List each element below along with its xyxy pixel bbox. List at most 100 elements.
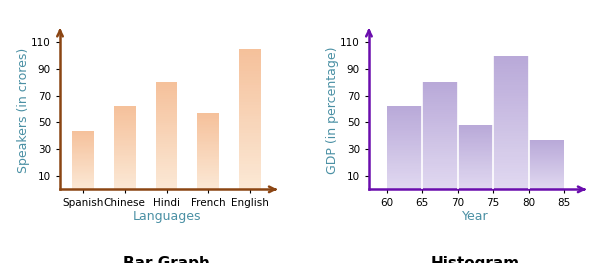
Bar	[386, 113, 422, 115]
Bar	[197, 122, 219, 124]
Bar	[386, 108, 422, 110]
Bar	[529, 140, 564, 141]
Bar	[493, 187, 529, 189]
Bar	[458, 184, 493, 185]
Bar	[422, 146, 458, 149]
Bar	[239, 91, 261, 94]
Bar	[493, 141, 529, 144]
Bar	[114, 120, 136, 121]
Bar	[239, 72, 261, 74]
Bar	[493, 141, 529, 144]
Bar	[493, 130, 529, 133]
Bar	[458, 129, 493, 130]
Bar	[458, 152, 493, 153]
Bar	[239, 111, 261, 114]
Bar	[529, 154, 564, 155]
Bar	[386, 138, 422, 140]
Bar	[386, 108, 422, 110]
Bar	[493, 130, 529, 133]
Bar	[386, 183, 422, 184]
Bar	[239, 63, 261, 66]
Bar	[529, 180, 564, 181]
Bar	[422, 95, 458, 97]
Bar	[155, 187, 178, 189]
Bar	[458, 143, 493, 144]
Bar	[458, 157, 493, 159]
Bar	[493, 149, 529, 152]
Bar	[422, 153, 458, 155]
Bar	[386, 179, 422, 181]
Bar	[493, 163, 529, 165]
Bar	[386, 168, 422, 169]
Bar	[114, 186, 136, 188]
Bar	[458, 137, 493, 138]
Bar	[529, 140, 564, 141]
Bar	[114, 131, 136, 133]
Bar	[386, 146, 422, 148]
Bar	[386, 179, 422, 181]
Bar	[422, 168, 458, 170]
Bar	[72, 164, 94, 165]
Bar	[386, 148, 422, 150]
Bar	[422, 166, 458, 168]
Bar	[422, 140, 458, 142]
Bar	[458, 134, 493, 135]
Bar	[386, 136, 422, 138]
Bar	[458, 183, 493, 184]
Bar	[422, 114, 458, 117]
Bar	[114, 188, 136, 189]
Bar	[386, 155, 422, 156]
Bar	[422, 108, 458, 110]
Bar	[197, 115, 219, 116]
Bar	[114, 174, 136, 176]
Bar	[386, 113, 422, 115]
Bar	[458, 135, 493, 137]
Bar	[386, 169, 422, 171]
Bar	[458, 166, 493, 168]
Bar	[458, 187, 493, 188]
Bar	[529, 181, 564, 183]
Bar	[197, 121, 219, 122]
Bar	[114, 113, 136, 115]
Bar	[458, 129, 493, 130]
Bar	[386, 164, 422, 166]
Bar	[458, 146, 493, 147]
Bar	[114, 181, 136, 183]
Bar	[458, 176, 493, 178]
Bar	[386, 169, 422, 171]
Bar	[422, 153, 458, 155]
Bar	[386, 136, 422, 138]
Bar	[72, 166, 94, 167]
Bar	[386, 148, 422, 150]
Bar	[386, 153, 422, 155]
Bar	[529, 188, 564, 189]
Bar	[386, 166, 422, 168]
Bar	[239, 60, 261, 63]
Bar	[386, 128, 422, 130]
Bar	[422, 187, 458, 189]
Bar	[529, 150, 564, 151]
Bar	[422, 159, 458, 161]
Bar	[72, 170, 94, 172]
Bar	[114, 148, 136, 150]
Bar	[386, 140, 422, 141]
Bar	[155, 132, 178, 134]
Bar	[386, 123, 422, 125]
Bar	[239, 186, 261, 189]
Bar	[386, 158, 422, 160]
Bar	[422, 166, 458, 168]
Bar	[529, 181, 564, 183]
Bar	[493, 61, 529, 64]
Bar	[197, 130, 219, 132]
Bar	[529, 188, 564, 189]
Bar	[386, 161, 422, 163]
Bar	[155, 174, 178, 176]
Bar	[458, 151, 493, 152]
Bar	[529, 178, 564, 179]
Bar	[114, 178, 136, 179]
Bar	[529, 171, 564, 173]
Bar	[386, 150, 422, 151]
Bar	[529, 178, 564, 179]
Bar	[386, 110, 422, 112]
Bar	[493, 155, 529, 157]
